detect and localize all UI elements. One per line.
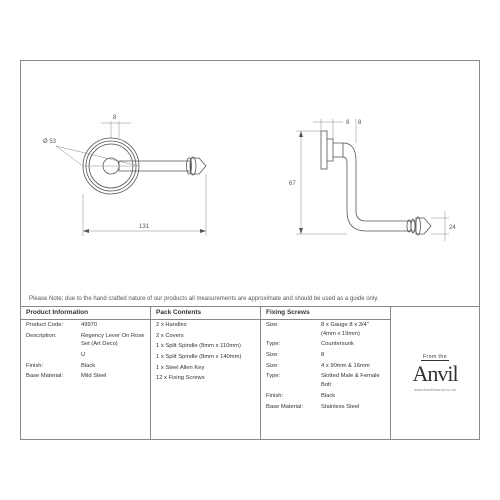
dim-rose-side: 8	[346, 120, 350, 126]
logo-col: From the Anvil www.fromtheanvil.co.uk	[391, 306, 479, 440]
dim-lever-len: 131	[139, 224, 150, 230]
side-view-drawing: 67 24 8 8	[261, 91, 461, 261]
dim-rose-thick: 8	[113, 115, 117, 121]
info-tables: Product Information Product Code:49970 D…	[21, 306, 479, 440]
front-view-drawing: Ø 53 8 131	[41, 91, 221, 261]
dim-rose-dia: Ø 53	[43, 139, 57, 145]
fixing-screws-header: Fixing Screws	[261, 306, 390, 320]
pack-contents-col: Pack Contents 2 x Handles 2 x Covers 1 x…	[151, 306, 261, 440]
pack-contents-header: Pack Contents	[151, 306, 260, 320]
drawing-area: Ø 53 8 131	[21, 61, 479, 291]
logo-main: Anvil	[412, 361, 457, 387]
dim-rose-side2: 8	[358, 120, 362, 126]
logo-overline: From the	[421, 354, 449, 361]
drawing-sheet: Ø 53 8 131	[20, 60, 480, 440]
dim-lever-height: 67	[289, 181, 296, 187]
product-info-header: Product Information	[21, 306, 150, 320]
fixing-screws-col: Fixing Screws Size:8 x Gauge 8 x 3/4" (4…	[261, 306, 391, 440]
product-info-col: Product Information Product Code:49970 D…	[21, 306, 151, 440]
logo-url: www.fromtheanvil.co.uk	[414, 387, 456, 392]
dim-lever-drop: 24	[449, 225, 456, 231]
disclaimer-note: Please Note; due to the hand crafted nat…	[29, 296, 378, 302]
